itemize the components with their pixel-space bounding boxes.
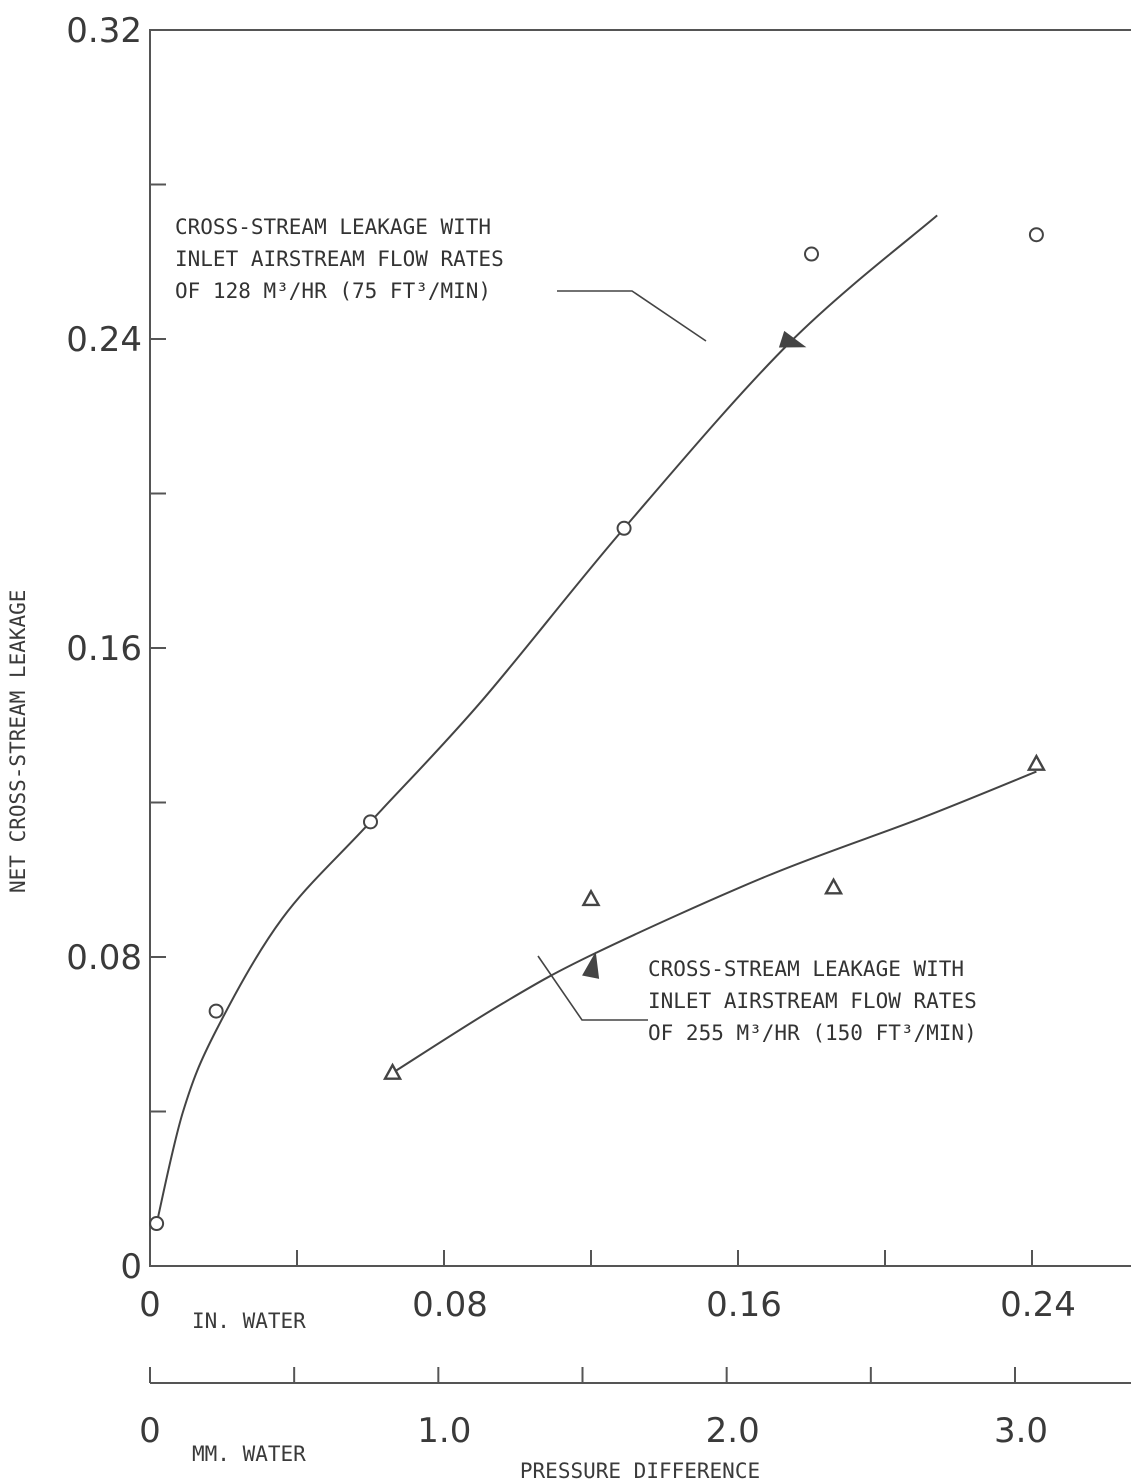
x-axis-inches: 0 0.08 0.16 0.24 bbox=[139, 1250, 1076, 1325]
data-point-triangle bbox=[382, 1062, 403, 1080]
x-axis-mm: 0 1.0 2.0 3.0 bbox=[139, 1367, 1131, 1451]
data-point-circle bbox=[616, 520, 632, 536]
x-tick-label-mm: 0 bbox=[139, 1411, 161, 1451]
y-tick-label: 0.16 bbox=[66, 629, 142, 669]
data-point-circle bbox=[804, 246, 819, 262]
annotation-1-line: CROSS-STREAM LEAKAGE WITH bbox=[175, 215, 491, 239]
annotation-2-line: CROSS-STREAM LEAKAGE WITH bbox=[648, 957, 964, 981]
fit-curve-2 bbox=[392, 770, 1037, 1074]
data-points bbox=[149, 227, 1046, 1232]
x-tick-label-inches: 0.24 bbox=[1000, 1285, 1076, 1325]
data-point-triangle bbox=[823, 877, 844, 895]
fit-curve-1 bbox=[155, 214, 938, 1224]
fit-curves bbox=[155, 214, 1037, 1224]
data-point-circle bbox=[363, 814, 378, 830]
annotation-1-line: INLET AIRSTREAM FLOW RATES bbox=[175, 247, 504, 271]
y-tick-label: 0.32 bbox=[66, 11, 142, 51]
x-tick-label-inches: 0 bbox=[139, 1285, 161, 1325]
data-point-circle bbox=[149, 1216, 165, 1232]
x-axis-mm-unit-label: MM. WATER bbox=[192, 1442, 306, 1466]
y-tick-label: 0.08 bbox=[66, 938, 142, 978]
x-tick-label-mm: 1.0 bbox=[417, 1411, 471, 1451]
x-tick-label-inches: 0.16 bbox=[706, 1285, 782, 1325]
y-axis-label: NET CROSS-STREAM LEAKAGE bbox=[6, 590, 30, 893]
y-axis: 0 0.08 0.16 0.24 0.32 bbox=[66, 11, 166, 1287]
x-axis-inches-unit-label: IN. WATER bbox=[192, 1309, 306, 1333]
y-tick-label: 0 bbox=[120, 1247, 142, 1287]
annotation-2-line: INLET AIRSTREAM FLOW RATES bbox=[648, 989, 977, 1013]
x-tick-label-mm: 3.0 bbox=[994, 1411, 1048, 1451]
data-point-triangle bbox=[1026, 753, 1046, 771]
y-tick-label: 0.24 bbox=[66, 320, 142, 360]
annotations: CROSS-STREAM LEAKAGE WITH INLET AIRSTREAM… bbox=[175, 215, 977, 1045]
data-point-circle bbox=[1028, 227, 1044, 243]
annotation-1-leader bbox=[557, 290, 707, 342]
annotation-1-arrowhead bbox=[778, 330, 807, 348]
x-axis-label: PRESSURE DIFFERENCE bbox=[520, 1459, 760, 1479]
x-tick-label-mm: 2.0 bbox=[706, 1411, 760, 1451]
x-tick-label-inches: 0.08 bbox=[412, 1285, 488, 1325]
annotation-1-line: OF 128 M³/HR (75 FT³/MIN) bbox=[175, 279, 491, 303]
data-point-triangle bbox=[581, 888, 601, 907]
annotation-2-leader bbox=[537, 955, 648, 1021]
annotation-2-line: OF 255 M³/HR (150 FT³/MIN) bbox=[648, 1021, 977, 1045]
data-point-circle bbox=[208, 1003, 224, 1019]
annotation-2-arrowhead bbox=[582, 951, 600, 979]
